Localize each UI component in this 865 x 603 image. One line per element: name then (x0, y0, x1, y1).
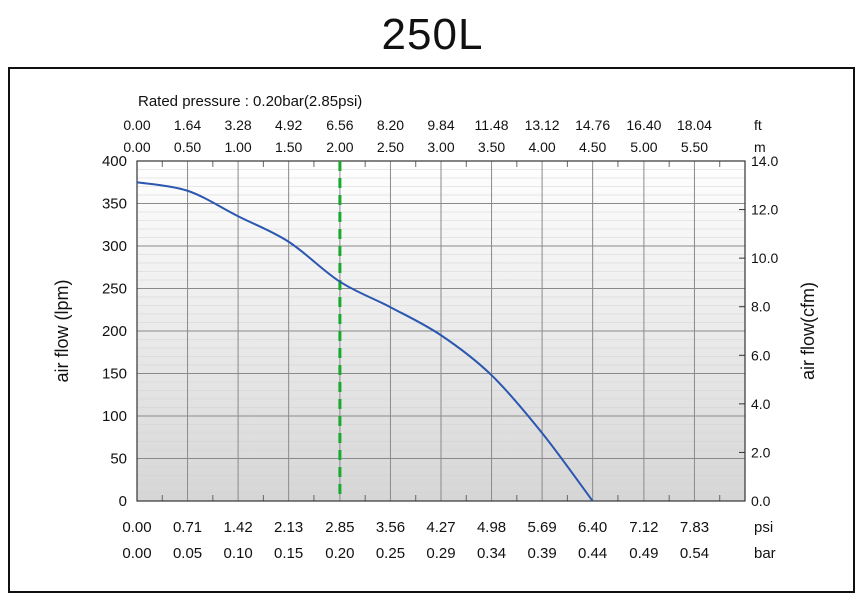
x-psi-tick-label: 7.12 (629, 519, 658, 536)
x-m-tick-label: 3.50 (478, 139, 505, 155)
x-psi-tick-label: 0.00 (122, 519, 151, 536)
x-bar-tick-label: 0.10 (223, 545, 252, 562)
y-right-tick-label: 14.0 (751, 153, 778, 169)
x-psi-tick-label: 3.56 (376, 519, 405, 536)
y-right-tick-label: 10.0 (751, 250, 778, 266)
y-right-tick-label: 12.0 (751, 202, 778, 218)
x-bar-tick-label: 0.15 (274, 545, 303, 562)
x-bar-tick-label: 0.29 (426, 545, 455, 562)
x-m-unit: m (754, 139, 766, 155)
x-psi-tick-label: 7.83 (680, 519, 709, 536)
x-ft-tick-label: 9.84 (427, 117, 454, 133)
chart-title: 250L (381, 10, 484, 59)
x-ft-tick-label: 0.00 (123, 117, 150, 133)
y-right-axis-label: air flow(cfm) (798, 282, 818, 380)
y-left-tick-label: 350 (102, 196, 127, 213)
x-m-tick-label: 0.00 (123, 139, 150, 155)
series-line (136, 181, 594, 502)
series-group (136, 181, 594, 502)
x-ft-unit: ft (754, 117, 762, 133)
x-psi-tick-label: 2.13 (274, 519, 303, 536)
x-m-tick-label: 2.00 (326, 139, 353, 155)
x-bar-tick-label: 0.44 (578, 545, 607, 562)
x-bar-tick-label: 0.20 (325, 545, 354, 562)
x-ft-tick-label: 13.12 (525, 117, 560, 133)
x-psi-tick-label: 1.42 (223, 519, 252, 536)
chart-plot: Rated pressure : 0.20bar(2.85psi) 0 50 100… (52, 93, 818, 562)
y-left-tick-label: 400 (102, 153, 127, 170)
y-right-tick-label: 8.0 (751, 299, 771, 315)
x-m-tick-label: 1.00 (224, 139, 251, 155)
x-psi-tick-label: 0.71 (173, 519, 202, 536)
y-right-tick-label: 6.0 (751, 347, 771, 363)
x-m-tick-label: 5.00 (630, 139, 657, 155)
y-right-tick-label: 2.0 (751, 444, 771, 460)
x-m-tick-label: 4.50 (579, 139, 606, 155)
y-left-tick-label: 50 (110, 451, 127, 468)
y-left-tick-label: 150 (102, 366, 127, 383)
x-ft-tick-label: 14.76 (575, 117, 610, 133)
x-bar-tick-label: 0.39 (527, 545, 556, 562)
chart-subtitle: Rated pressure : 0.20bar(2.85psi) (138, 93, 362, 110)
plot-border (136, 160, 746, 502)
y-left-tick-label: 100 (102, 408, 127, 425)
y-right-tick-label: 0.0 (751, 493, 771, 509)
y-left-tick-label: 200 (102, 323, 127, 340)
x-psi-tick-label: 5.69 (527, 519, 556, 536)
x-ft-tick-label: 6.56 (326, 117, 353, 133)
y-left-tick-label: 300 (102, 238, 127, 255)
x-ft-tick-label: 8.20 (377, 117, 404, 133)
chart-frame: Rated pressure : 0.20bar(2.85psi) 0 50 100… (8, 67, 855, 593)
x-m-tick-label: 0.50 (174, 139, 201, 155)
x-bar-tick-label: 0.25 (376, 545, 405, 562)
x-ft-tick-label: 16.40 (626, 117, 661, 133)
y-left-tick-label: 250 (102, 281, 127, 298)
x-bar-tick-label: 0.34 (477, 545, 506, 562)
x-m-tick-label: 4.00 (528, 139, 555, 155)
axes (136, 160, 746, 502)
y-left-axis-label: air flow (lpm) (52, 279, 72, 382)
x-bar-tick-label: 0.49 (629, 545, 658, 562)
x-psi-tick-label: 4.27 (426, 519, 455, 536)
x-bar-tick-label: 0.05 (173, 545, 202, 562)
x-ft-tick-label: 18.04 (677, 117, 712, 133)
x-m-tick-label: 3.00 (427, 139, 454, 155)
y-left-tick-label: 0 (119, 493, 127, 510)
x-ft-tick-label: 1.64 (174, 117, 201, 133)
x-bar-unit: bar (754, 545, 776, 562)
x-psi-tick-label: 4.98 (477, 519, 506, 536)
x-ft-tick-label: 4.92 (275, 117, 302, 133)
x-bar-tick-label: 0.54 (680, 545, 709, 562)
x-m-tick-label: 2.50 (377, 139, 404, 155)
x-bar-tick-label: 0.00 (122, 545, 151, 562)
x-psi-unit: psi (754, 519, 773, 536)
x-psi-tick-label: 6.40 (578, 519, 607, 536)
x-ft-tick-label: 11.48 (475, 117, 509, 133)
x-psi-tick-label: 2.85 (325, 519, 354, 536)
tick-labels: 0 50 100 150 200 250 300 350 400 0.0 2.0 4.0 6.0 8.0 1… (52, 117, 818, 562)
x-ft-tick-label: 3.28 (224, 117, 251, 133)
x-m-tick-label: 1.50 (275, 139, 302, 155)
x-m-tick-label: 5.50 (681, 139, 708, 155)
y-right-tick-label: 4.0 (751, 396, 771, 412)
